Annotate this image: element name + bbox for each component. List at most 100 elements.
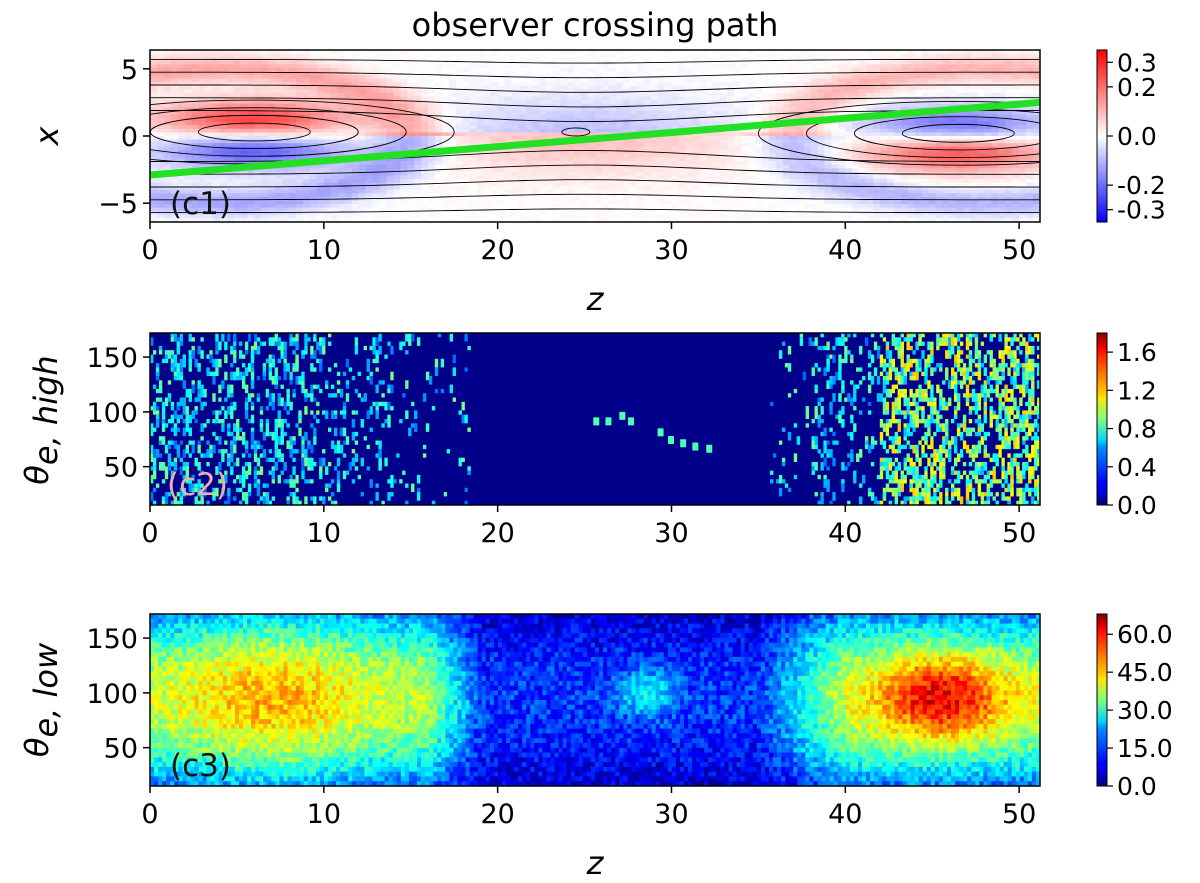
field-cell: [379, 179, 388, 184]
field-cell: [706, 182, 714, 187]
field-cell: [754, 64, 763, 69]
field-cell: [386, 107, 394, 112]
field-cell: [309, 125, 318, 130]
field-cell: [789, 75, 798, 80]
field-cell: [275, 107, 283, 112]
field-cell: [970, 143, 979, 148]
field-cell: [761, 110, 770, 116]
field-cell: [442, 110, 450, 116]
field-cell: [407, 57, 415, 62]
field-cell: [407, 161, 415, 166]
field-cell: [782, 186, 791, 191]
field-cell: [845, 57, 853, 62]
field-cell: [838, 164, 846, 169]
field-cell: [970, 168, 979, 173]
field-cell: [170, 103, 179, 108]
field-cell: [984, 139, 992, 144]
field-cell: [247, 114, 255, 119]
field-cell: [838, 103, 846, 108]
field-cell: [289, 168, 297, 173]
field-cell: [150, 132, 158, 137]
field-cell: [629, 71, 638, 76]
field-cell: [247, 67, 255, 73]
field-cell: [921, 136, 930, 141]
field-cell: [629, 157, 638, 162]
field-cell: [483, 60, 492, 65]
field-cell: [511, 161, 520, 166]
field-cell: [469, 82, 478, 87]
field-cell: [170, 110, 179, 116]
field-cell: [226, 103, 235, 108]
field-cell: [170, 143, 179, 148]
field-cell: [838, 182, 846, 187]
field-cell: [824, 53, 833, 58]
field-cell: [525, 128, 534, 134]
field-cell: [824, 82, 833, 87]
field-cell: [448, 157, 457, 162]
field-cell: [859, 182, 867, 187]
field-cell: [323, 110, 332, 116]
field-cell: [699, 157, 707, 162]
field-cell: [518, 78, 527, 83]
field-cell: [852, 168, 860, 173]
field-cell: [462, 182, 471, 187]
field-cell: [323, 78, 332, 83]
field-cell: [302, 75, 311, 80]
field-cell: [657, 146, 666, 151]
field-cell: [393, 179, 401, 184]
field-cell: [838, 161, 846, 166]
field-cell: [887, 89, 895, 94]
field-cell: [838, 50, 846, 55]
field-cell: [727, 110, 735, 116]
field-cell: [428, 110, 436, 116]
field-cell: [546, 85, 554, 91]
field-cell: [330, 82, 339, 87]
field-cell: [358, 75, 367, 80]
field-cell: [414, 57, 422, 62]
field-cell: [205, 150, 214, 155]
field-cell: [518, 146, 527, 151]
field-cell: [907, 157, 916, 162]
field-cell: [177, 93, 186, 98]
field-cell: [379, 118, 388, 123]
field-cell: [212, 85, 221, 91]
field-cell: [629, 57, 638, 62]
field-cell: [747, 146, 756, 151]
field-cell: [615, 143, 624, 148]
field-cell: [720, 132, 728, 137]
field-cell: [205, 60, 214, 65]
field-cell: [900, 161, 909, 166]
field-cell: [706, 103, 714, 108]
field-cell: [275, 168, 283, 173]
field-cell: [567, 57, 575, 62]
field-cell: [838, 128, 846, 134]
field-cell: [177, 110, 186, 116]
field-cell: [275, 136, 283, 141]
field-cell: [393, 175, 401, 180]
field-cell: [817, 139, 826, 144]
field-cell: [935, 128, 944, 134]
field-cell: [330, 128, 339, 134]
field-cell: [476, 186, 485, 191]
field-cell: [574, 128, 582, 134]
field-cell: [184, 118, 193, 123]
field-cell: [1026, 168, 1034, 173]
field-cell: [692, 157, 700, 162]
field-cell: [240, 60, 248, 65]
field-cell: [379, 107, 388, 112]
field-cell: [615, 71, 624, 76]
field-cell: [775, 153, 784, 159]
field-cell: [907, 179, 916, 184]
field-cell: [956, 168, 965, 173]
field-cell: [588, 89, 596, 94]
field-cell: [574, 132, 582, 137]
field-cell: [949, 96, 958, 101]
field-cell: [741, 114, 749, 119]
field-cell: [921, 118, 930, 123]
field-cell: [588, 57, 596, 62]
field-cell: [629, 67, 638, 73]
field-cell: [205, 50, 214, 55]
field-cell: [400, 53, 408, 58]
field-cell: [442, 71, 450, 76]
field-cell: [469, 128, 478, 134]
